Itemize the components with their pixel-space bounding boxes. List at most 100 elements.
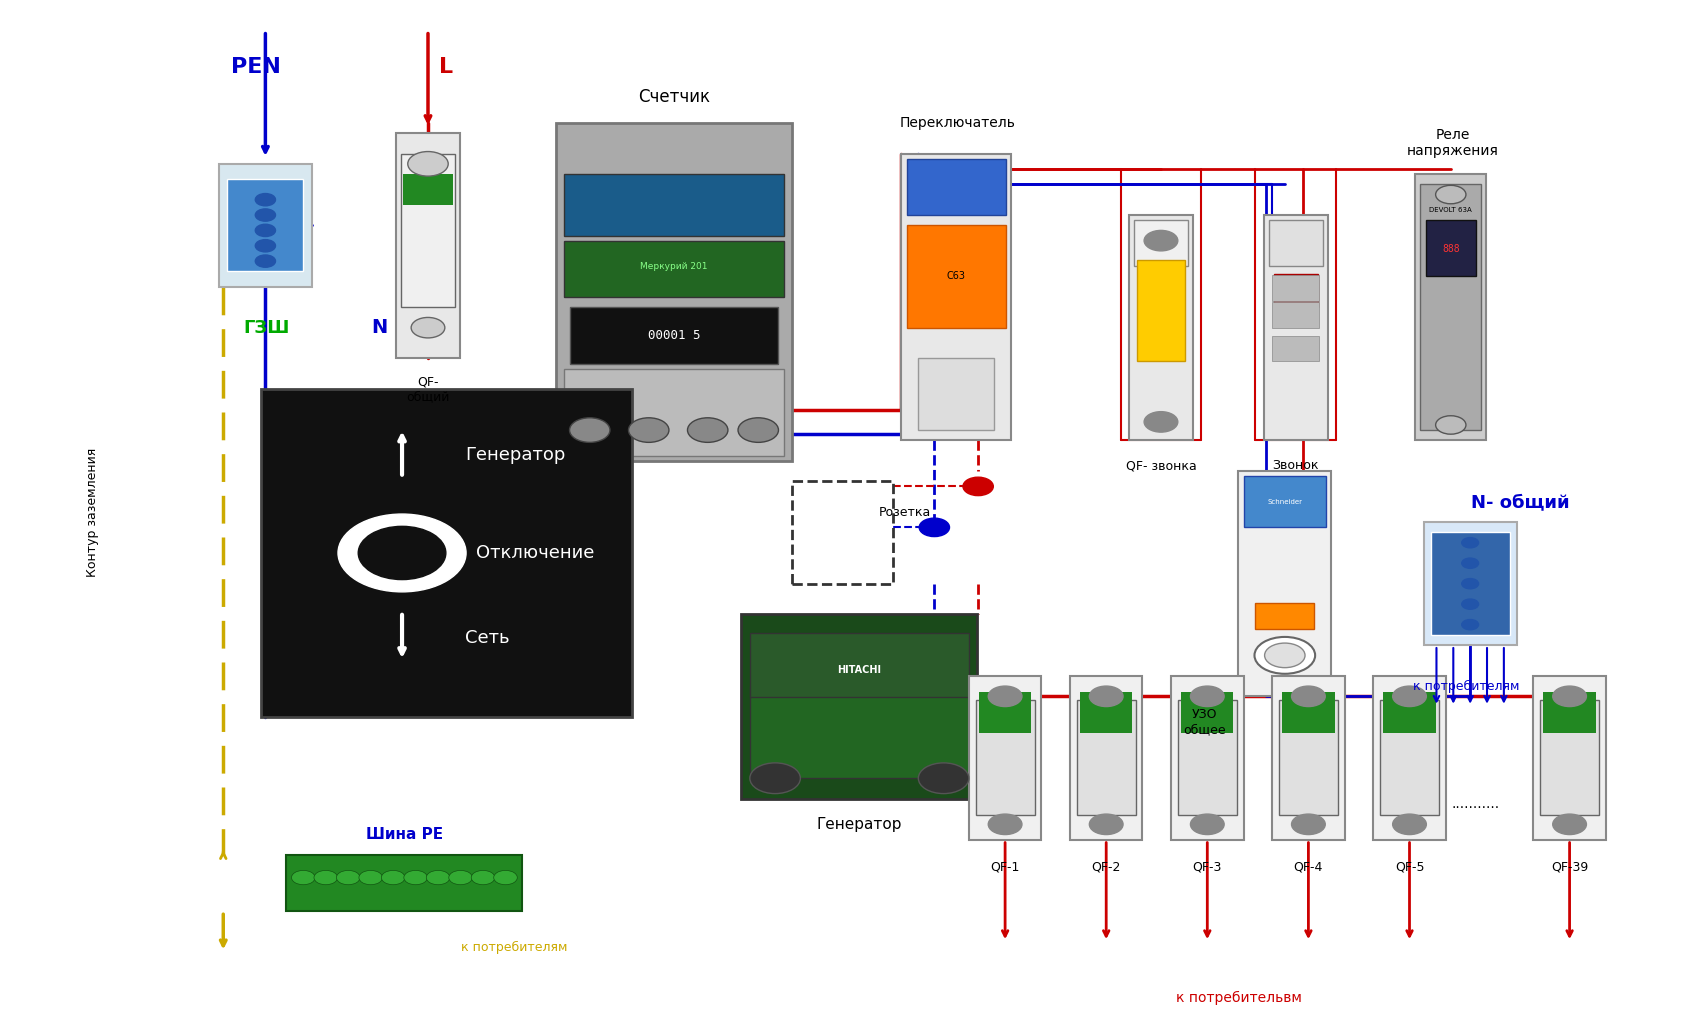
- Text: ...........: ...........: [1452, 797, 1500, 811]
- Bar: [564, 174, 784, 236]
- Circle shape: [1144, 412, 1178, 432]
- Circle shape: [987, 686, 1021, 707]
- Text: 00001 5: 00001 5: [647, 330, 701, 342]
- Text: ГЗШ: ГЗШ: [243, 318, 290, 337]
- Circle shape: [1461, 538, 1478, 548]
- Bar: [1137, 260, 1185, 361]
- Circle shape: [381, 870, 404, 885]
- Text: PEN: PEN: [231, 56, 281, 77]
- Circle shape: [1264, 643, 1304, 668]
- Bar: [1171, 676, 1244, 840]
- Text: Генератор: Генератор: [817, 817, 901, 831]
- Text: QF-1: QF-1: [991, 860, 1019, 873]
- Circle shape: [570, 418, 610, 442]
- Circle shape: [738, 418, 778, 442]
- Bar: [1424, 522, 1517, 645]
- Circle shape: [472, 870, 495, 885]
- Bar: [1238, 471, 1331, 696]
- Bar: [1431, 532, 1510, 635]
- Bar: [1420, 184, 1481, 430]
- Text: Розетка: Розетка: [878, 506, 932, 518]
- Circle shape: [408, 152, 448, 176]
- Bar: [1426, 220, 1476, 276]
- Text: QF-5: QF-5: [1395, 860, 1424, 873]
- Text: Schneider: Schneider: [1267, 499, 1303, 505]
- Text: HITACHI: HITACHI: [837, 665, 881, 675]
- Bar: [1383, 692, 1436, 733]
- Bar: [976, 700, 1035, 815]
- Bar: [1380, 700, 1439, 815]
- Text: Шина PE: Шина PE: [366, 827, 443, 842]
- Bar: [227, 179, 303, 271]
- Bar: [741, 614, 977, 799]
- Bar: [1178, 700, 1237, 815]
- Bar: [750, 633, 969, 697]
- Text: DEVOLT 63A: DEVOLT 63A: [1429, 207, 1473, 213]
- Circle shape: [404, 870, 428, 885]
- Text: Меркурий 201: Меркурий 201: [640, 262, 708, 270]
- Circle shape: [256, 194, 276, 206]
- Text: N- общий: N- общий: [1471, 493, 1569, 511]
- Circle shape: [1190, 814, 1223, 835]
- Text: к потребительвм: к потребительвм: [1176, 991, 1301, 1006]
- Circle shape: [1436, 185, 1466, 204]
- Circle shape: [339, 514, 467, 592]
- Circle shape: [256, 224, 276, 237]
- Text: N: N: [371, 318, 388, 337]
- Bar: [1533, 676, 1606, 840]
- Text: Генератор: Генератор: [465, 445, 566, 464]
- Text: Отключение: Отключение: [477, 544, 595, 562]
- Circle shape: [687, 418, 728, 442]
- Circle shape: [1291, 686, 1324, 707]
- Circle shape: [426, 870, 450, 885]
- Bar: [1080, 692, 1132, 733]
- Circle shape: [1461, 579, 1478, 589]
- Bar: [1077, 700, 1136, 815]
- Circle shape: [629, 418, 669, 442]
- Bar: [564, 369, 784, 456]
- Circle shape: [1552, 814, 1586, 835]
- Bar: [401, 154, 455, 307]
- Bar: [556, 123, 792, 461]
- Bar: [1540, 700, 1599, 815]
- Bar: [1272, 336, 1319, 361]
- Bar: [1543, 692, 1596, 733]
- Circle shape: [359, 870, 382, 885]
- Bar: [1282, 692, 1335, 733]
- Circle shape: [1461, 558, 1478, 568]
- Bar: [1272, 302, 1319, 328]
- Bar: [564, 241, 784, 297]
- Text: QF-4: QF-4: [1294, 860, 1323, 873]
- Text: к потребителям: к потребителям: [1412, 680, 1520, 692]
- Text: QF-39: QF-39: [1550, 860, 1589, 873]
- Bar: [1181, 692, 1233, 733]
- Text: УЗО
общее: УЗО общее: [1183, 708, 1227, 736]
- Text: Контур заземления: Контур заземления: [86, 447, 99, 577]
- Circle shape: [256, 255, 276, 267]
- Circle shape: [1461, 620, 1478, 630]
- Circle shape: [337, 870, 361, 885]
- Circle shape: [1089, 686, 1122, 707]
- Text: QF-
общий: QF- общий: [406, 375, 450, 403]
- Circle shape: [256, 240, 276, 252]
- Bar: [1255, 603, 1314, 629]
- Text: QF- звонка: QF- звонка: [1126, 460, 1196, 472]
- Bar: [261, 389, 632, 717]
- Text: Звонок: Звонок: [1272, 460, 1319, 472]
- Bar: [1415, 174, 1486, 440]
- Circle shape: [411, 317, 445, 338]
- Bar: [792, 481, 893, 584]
- Bar: [1373, 676, 1446, 840]
- Bar: [396, 133, 460, 358]
- Bar: [1134, 220, 1188, 266]
- Circle shape: [1392, 686, 1426, 707]
- Bar: [1279, 700, 1338, 815]
- Circle shape: [494, 870, 517, 885]
- Circle shape: [1254, 637, 1314, 674]
- Circle shape: [1552, 686, 1586, 707]
- Bar: [750, 686, 969, 778]
- Circle shape: [1291, 814, 1324, 835]
- Text: Счетчик: Счетчик: [639, 88, 709, 106]
- Bar: [907, 159, 1006, 215]
- Bar: [1272, 275, 1319, 301]
